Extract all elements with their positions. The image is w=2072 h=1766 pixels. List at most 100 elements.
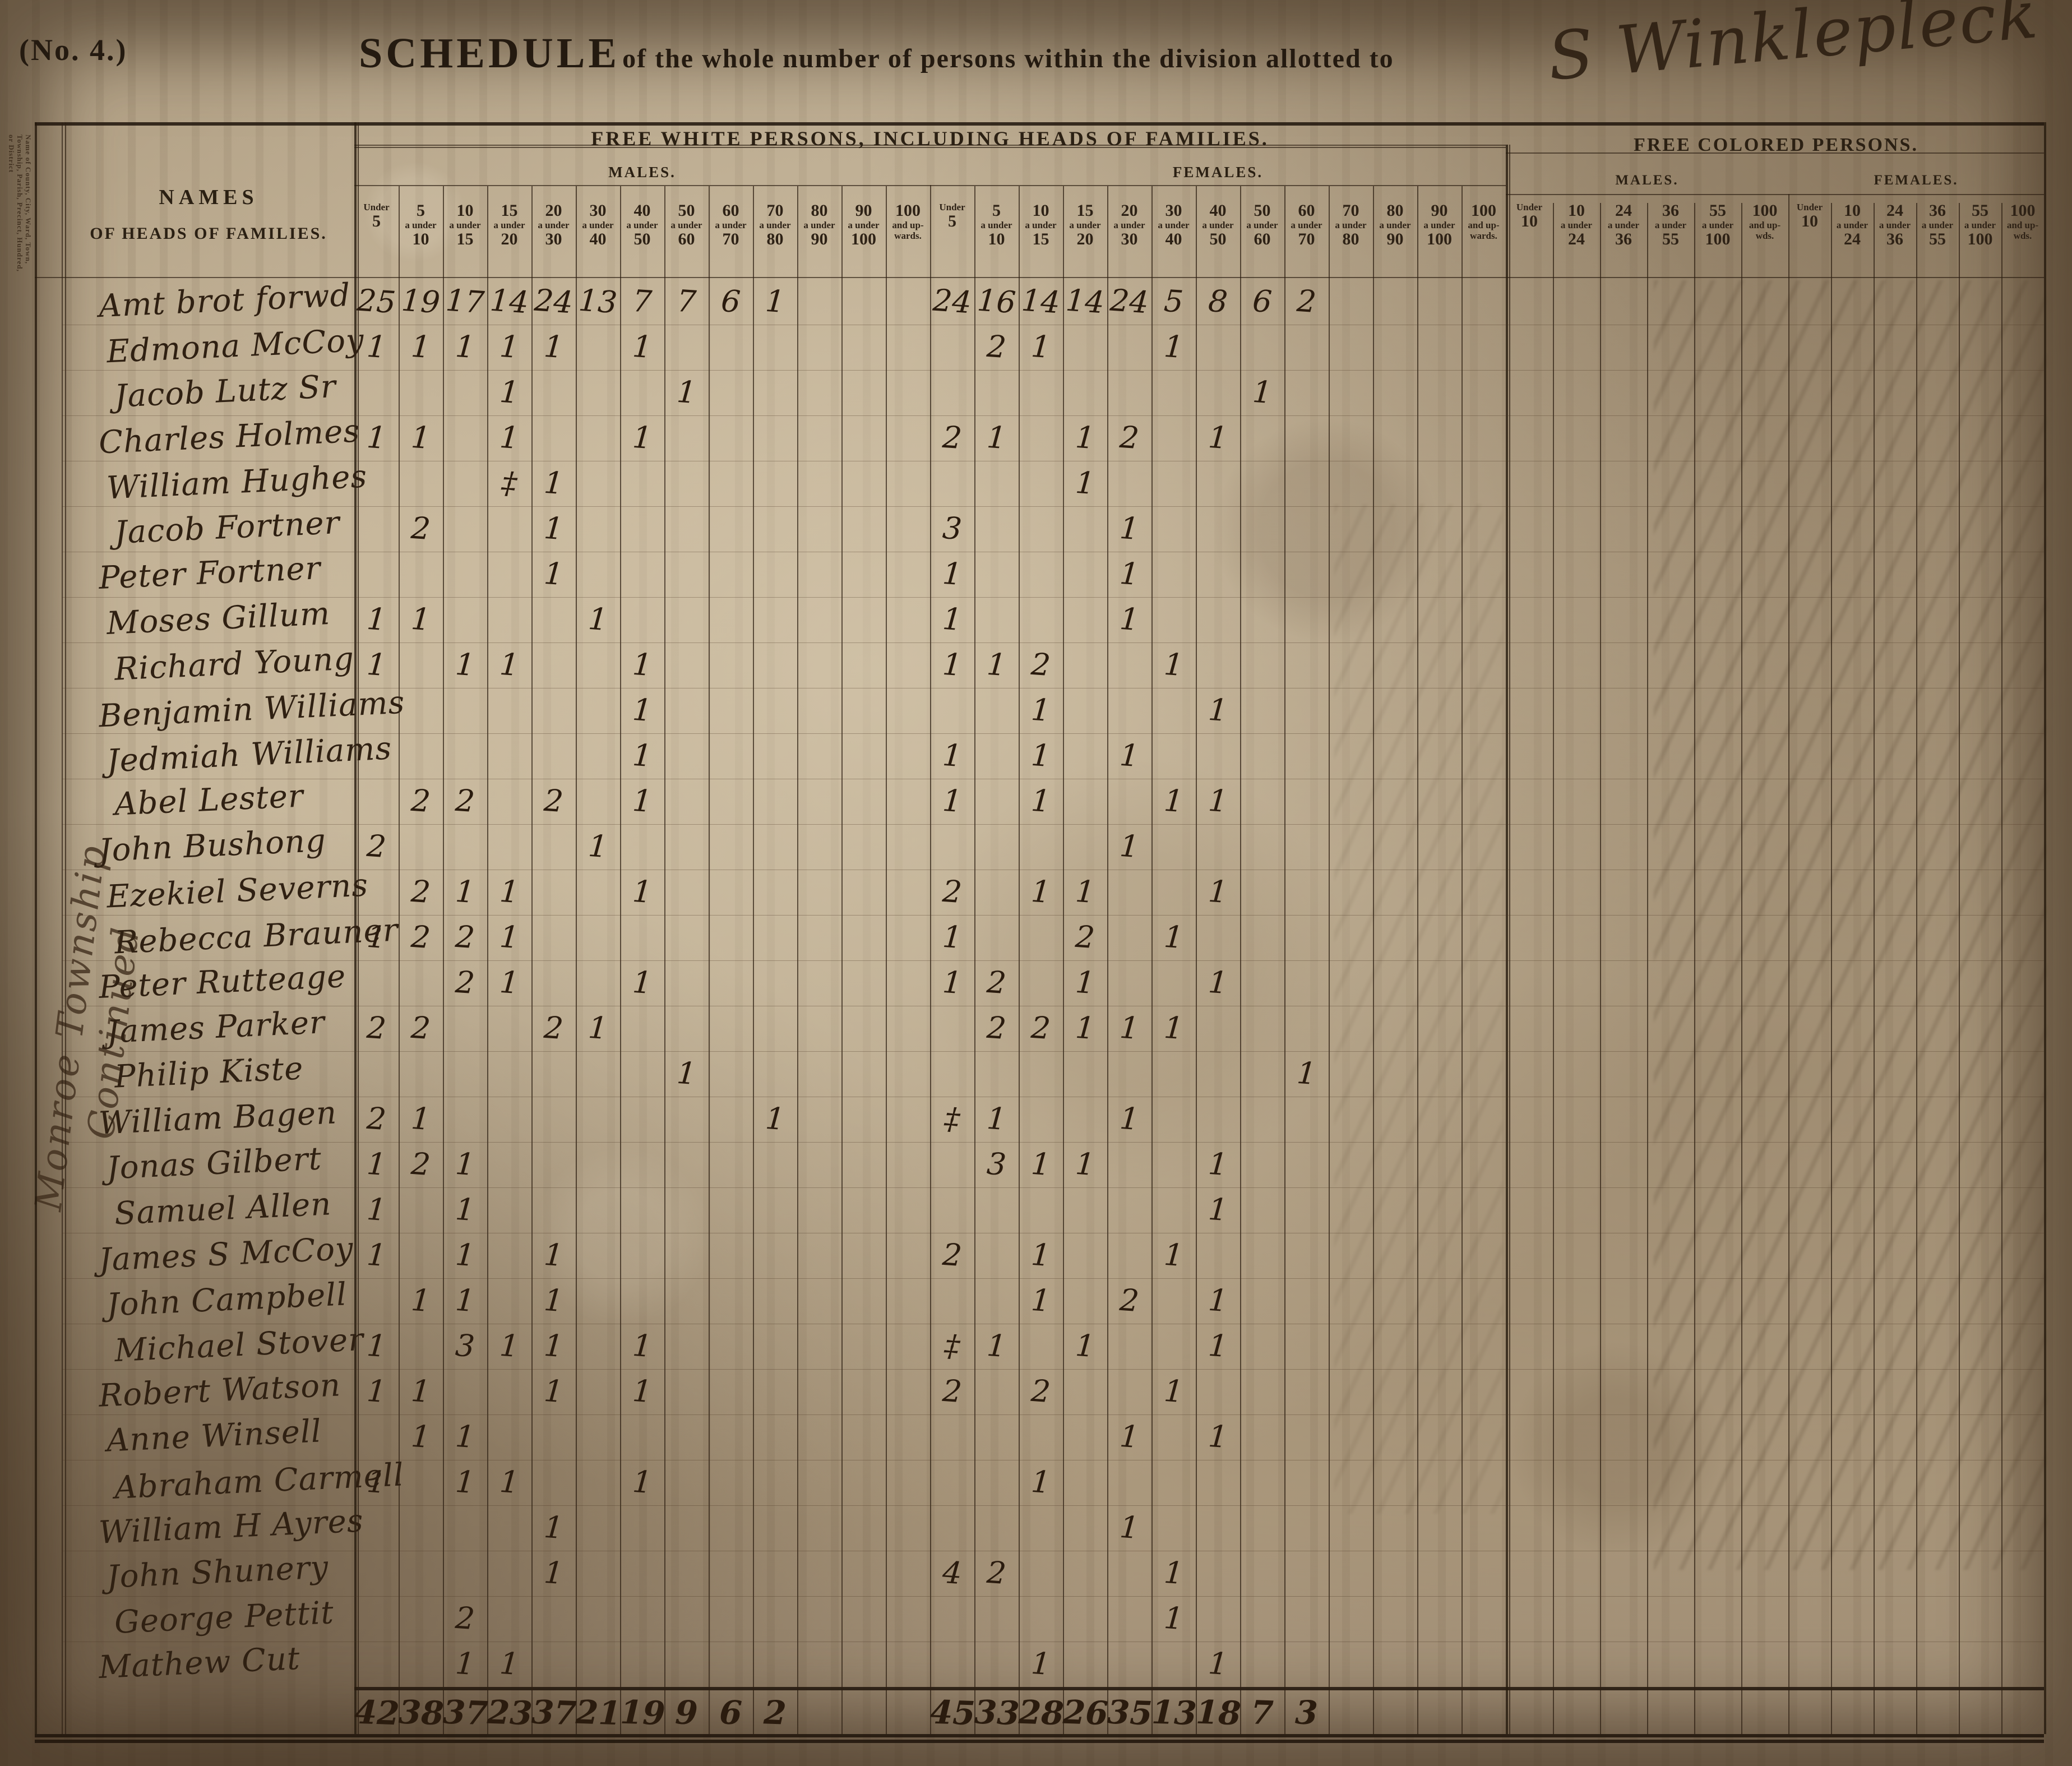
white-female-count: 1: [1030, 1236, 1052, 1274]
white-female-count: 1: [941, 646, 963, 683]
age-range-label: a under: [1701, 220, 1734, 230]
title-schedule: SCHEDULE: [359, 30, 621, 77]
colored-male-age-col-header: 100 and up-wds.: [1741, 201, 1788, 242]
white-male-count: 2: [366, 1100, 387, 1138]
white-female-total: 33: [973, 1693, 1020, 1733]
white-male-count: 1: [543, 510, 565, 547]
white-male-count: 1: [543, 555, 565, 593]
white-female-count: 1: [986, 646, 1007, 683]
age-range-label: 100: [2010, 201, 2036, 220]
white-males-group-header: MALES.: [608, 164, 676, 181]
age-range-label: 20: [501, 230, 518, 248]
white-male-age-col-header: 90 a under 100: [841, 202, 886, 248]
age-range-label: a under: [1879, 220, 1911, 230]
white-female-age-col-header: 100 and up-wards.: [1461, 202, 1506, 242]
white-male-count: 1: [676, 1055, 697, 1092]
grid-horizontal-rule: [62, 915, 2044, 916]
head-of-family-name: Jedmiah Williams: [105, 730, 393, 780]
grid-vertical-rule: [1959, 203, 1960, 1734]
age-range-label: 20: [1121, 201, 1138, 220]
age-range-label: 30: [589, 201, 607, 220]
white-male-count: 1: [543, 1236, 565, 1274]
grid-vertical-rule: [841, 186, 843, 1734]
age-range-label: 20: [1076, 230, 1094, 248]
age-range-label: Under: [1516, 202, 1543, 212]
white-male-age-col-header: Under 5: [354, 202, 399, 230]
age-range-label: 10: [1801, 212, 1818, 230]
white-male-count: 1: [410, 1418, 432, 1455]
age-range-label: 10: [1032, 201, 1049, 220]
white-male-count: 1: [454, 873, 476, 910]
white-male-count: 24: [533, 282, 574, 321]
white-female-count: 1: [1207, 873, 1229, 910]
white-male-count: 1: [366, 1327, 387, 1365]
age-range-label: 5: [417, 201, 425, 220]
age-range-label: 55: [1972, 201, 1988, 220]
white-male-age-col-header: 20 a under 30: [531, 202, 576, 248]
age-range-label: a under: [670, 220, 702, 230]
grid-horizontal-rule: [1506, 152, 2044, 154]
white-female-count: 1: [1118, 1509, 1140, 1546]
white-female-count: 1: [1030, 1463, 1052, 1501]
white-female-count: 1: [1030, 691, 1052, 729]
white-male-count: 1: [410, 419, 432, 456]
colored-female-age-col-header: 55 a under 100: [1959, 202, 2001, 248]
white-male-count: 1: [543, 1327, 565, 1365]
grid-horizontal-rule: [62, 1505, 2044, 1506]
age-range-label: a under: [1291, 220, 1322, 230]
white-female-age-col-header: 20 a under 30: [1107, 202, 1151, 248]
white-male-count: 1: [631, 691, 653, 729]
white-male-count: 1: [498, 1463, 520, 1501]
white-male-count: 1: [587, 827, 609, 865]
colored-males-group-header: MALES.: [1615, 173, 1679, 188]
grid-vertical-rule: [399, 186, 400, 1734]
white-male-count: 1: [410, 600, 432, 638]
white-female-count: 1: [1163, 1554, 1185, 1592]
white-female-age-col-header: 90 a under 100: [1417, 202, 1461, 248]
white-male-count: 1: [366, 646, 387, 683]
age-range-label: 24: [1615, 201, 1632, 220]
county-stub-label: Name of County, City, Ward, Town, Townsh…: [7, 135, 33, 272]
grid-vertical-rule: [1063, 186, 1064, 1734]
white-male-count: 7: [631, 283, 653, 320]
white-male-count: 1: [631, 419, 653, 456]
grid-horizontal-rule: [62, 960, 2044, 961]
colored-male-age-col-header: 10 a under 24: [1553, 202, 1600, 248]
white-male-count: 1: [410, 1282, 432, 1319]
head-of-family-name: Moses Gillum: [105, 595, 331, 642]
white-female-count: 3: [941, 510, 963, 547]
white-female-age-col-header: 10 a under 15: [1019, 202, 1063, 248]
age-range-label: 50: [678, 201, 695, 220]
white-male-count: 1: [543, 1509, 565, 1546]
white-male-count: 1: [631, 1463, 653, 1501]
age-range-label: 100: [1752, 201, 1778, 220]
white-female-age-col-header: Under 5: [930, 202, 974, 230]
white-male-count: 1: [543, 1282, 565, 1319]
grid-horizontal-rule: [35, 1740, 2044, 1743]
age-range-label: a under: [1560, 220, 1593, 230]
white-male-count: 13: [577, 282, 618, 321]
white-male-count: 1: [587, 1009, 609, 1047]
white-male-count: 2: [410, 873, 432, 910]
white-female-count: 2: [986, 1554, 1007, 1592]
age-range-label: 5: [948, 212, 956, 230]
grid-vertical-rule: [753, 186, 754, 1734]
grid-horizontal-rule: [62, 1414, 2044, 1415]
white-male-count: 1: [631, 1327, 653, 1365]
white-female-count: 5: [1163, 283, 1185, 320]
head-of-family-name: William Bagen: [98, 1094, 338, 1142]
white-female-count: 2: [1030, 1009, 1052, 1047]
white-male-total: 9: [674, 1693, 699, 1732]
white-male-count: 17: [445, 282, 485, 321]
grid-vertical-rule: [1240, 186, 1241, 1734]
white-male-count: 1: [366, 419, 387, 456]
age-range-label: 10: [1844, 201, 1861, 220]
head-of-family-name: Abel Lester: [113, 778, 304, 823]
white-male-count: 1: [454, 1236, 476, 1274]
grid-vertical-rule: [1647, 203, 1648, 1734]
white-female-count: 1: [1118, 1418, 1140, 1455]
age-range-label: 30: [545, 230, 562, 248]
white-female-count: 1: [1030, 1145, 1052, 1183]
grid-vertical-rule: [35, 122, 37, 1734]
